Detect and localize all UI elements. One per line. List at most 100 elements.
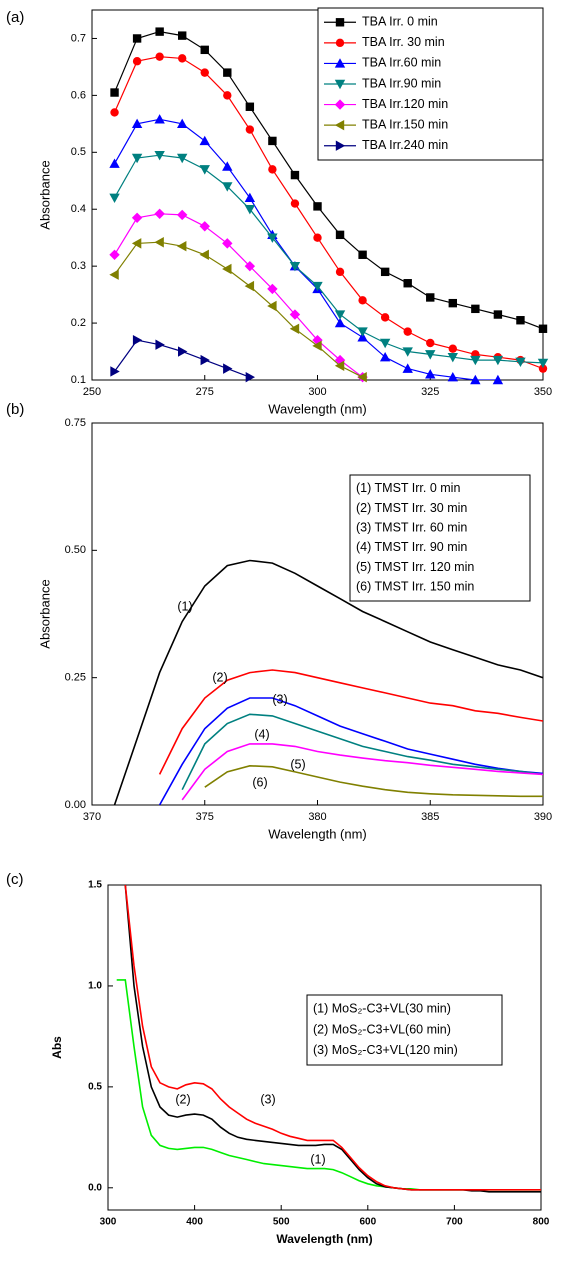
legend-label: (2) MoS₂-C3+VL(60 min) [313,1022,451,1036]
y-tick-label: 0.0 [88,1182,102,1193]
annotation: (3) [272,692,287,706]
x-tick-label: 250 [83,386,101,398]
marker [178,31,187,40]
x-tick-label: 325 [421,386,439,398]
annotation: (1) [310,1152,325,1166]
marker [334,310,346,320]
series-line [158,669,543,775]
marker [177,153,188,164]
series-line [181,713,543,791]
marker [244,205,256,215]
annotation: (2) [175,1092,190,1106]
marker [131,212,143,223]
marker [131,153,143,164]
marker [492,355,504,366]
marker [358,296,367,305]
panel-label: (c) [6,871,24,888]
marker [380,267,390,277]
y-axis-title: Absorbance [37,579,52,648]
marker [132,34,142,43]
marker [447,353,458,363]
marker [222,161,233,171]
x-tick-label: 300 [308,386,326,398]
marker [334,317,346,328]
marker [402,363,413,373]
chart: (a) 250 275 300 325 350 0.1 0.2 0.3 0.4 0.5 0.6 0.7 W… [6,7,552,416]
x-tick-label: 350 [534,386,552,398]
legend-label: (1) TMST Irr. 0 min [356,481,460,495]
y-tick-label: 0.5 [88,1082,102,1093]
marker [222,263,232,275]
legend-label: TBA Irr. 30 min [362,35,445,49]
y-tick-label: 0.4 [71,203,86,215]
marker [245,102,255,111]
marker [335,230,345,240]
marker [154,150,165,161]
panel-label: (a) [6,9,24,26]
marker [155,52,164,61]
legend-label: (3) MoS₂-C3+VL(120 min) [313,1043,458,1057]
marker [402,347,413,357]
marker [357,327,368,337]
marker [155,27,164,36]
legend-marker [334,119,345,131]
marker [313,202,322,211]
marker [447,371,458,382]
marker [379,352,391,362]
marker [379,338,391,349]
marker [335,267,345,277]
marker [357,371,367,383]
legend-label: (4) TMST Irr. 90 min [356,540,467,554]
y-axis-title: Abs [50,1036,64,1059]
legend-marker [334,99,346,110]
y-tick-label: 1.5 [88,880,102,891]
x-tick-label: 300 [100,1217,117,1228]
x-tick-label: 600 [359,1217,376,1228]
marker [268,136,277,146]
marker [223,363,233,374]
legend-label: (6) TMST Irr. 150 min [356,579,474,593]
legend-marker [334,79,346,90]
panel-label: (b) [6,401,24,418]
marker [222,182,233,192]
legend-label: TBA Irr.90 min [362,76,441,90]
legend-marker [335,38,345,48]
annotation: (1) [177,599,192,613]
legend-box [306,994,503,1066]
marker [290,170,300,180]
x-tick-label: 385 [421,811,439,823]
series-line [113,118,498,380]
chart: (b) 370 375 380 385 390 0.00 0.25 0.50 0.75 Wavele… [6,401,552,841]
marker [110,88,119,97]
marker [268,165,277,174]
marker [177,241,187,252]
legend-label: (2) TMST Irr. 30 min [356,501,467,515]
marker [154,208,165,219]
y-tick-label: 1.0 [88,981,102,992]
marker [178,54,187,63]
marker [154,237,164,248]
series-line [113,559,543,805]
x-tick-label: 400 [186,1217,203,1228]
marker [425,350,436,360]
marker [200,68,209,77]
x-axis-title: Wavelength (nm) [276,1232,372,1246]
marker [267,283,278,295]
legend-label: (3) TMST Irr. 60 min [356,520,467,534]
legend-label: TBA Irr. 0 min [362,15,438,29]
marker [289,261,301,272]
marker [222,238,233,249]
legend-marker [335,18,345,27]
legend-marker [334,58,346,68]
marker [223,91,232,100]
x-tick-label: 390 [534,811,552,823]
marker [110,366,120,377]
marker [131,118,143,129]
marker [470,374,481,385]
marker [109,269,119,280]
annotation: (6) [252,775,267,789]
series-line [204,764,543,798]
legend-label: (1) MoS₂-C3+VL(30 min) [313,1002,451,1016]
marker [245,125,255,134]
x-axis-title: Wavelength (nm) [268,401,367,416]
